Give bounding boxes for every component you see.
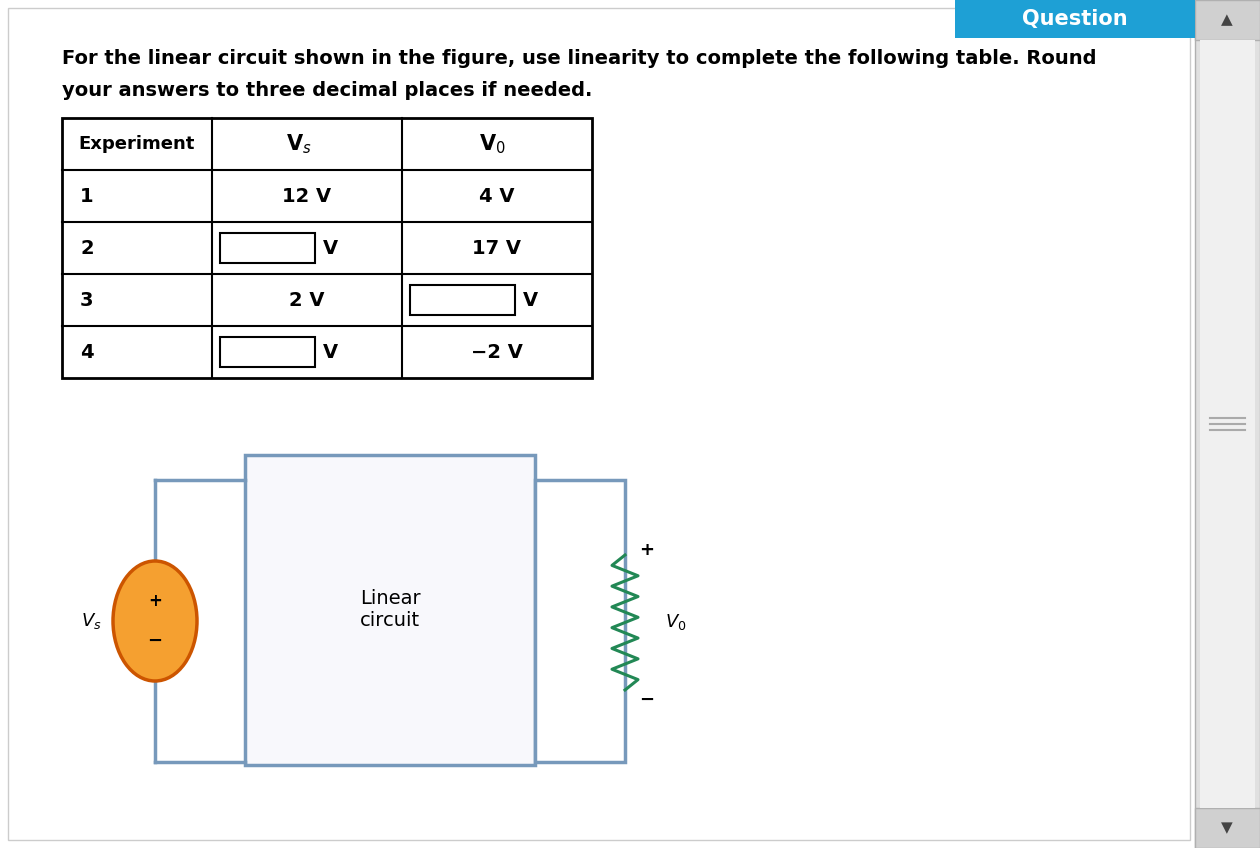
Bar bbox=[220, 337, 315, 367]
Text: 17 V: 17 V bbox=[472, 238, 522, 258]
Text: −2 V: −2 V bbox=[471, 343, 523, 361]
Text: +: + bbox=[149, 592, 163, 610]
Text: 2 V: 2 V bbox=[290, 291, 325, 310]
Bar bbox=[1194, 0, 1260, 40]
Text: $V_s$: $V_s$ bbox=[81, 611, 101, 631]
Bar bbox=[220, 233, 315, 263]
Text: ▲: ▲ bbox=[1221, 13, 1232, 27]
Bar bbox=[1200, 40, 1255, 808]
Text: 3: 3 bbox=[79, 291, 93, 310]
Text: ▼: ▼ bbox=[1221, 821, 1232, 835]
Text: V: V bbox=[523, 291, 538, 310]
Text: Question: Question bbox=[1022, 9, 1128, 29]
Bar bbox=[410, 285, 515, 315]
Text: Linear
circuit: Linear circuit bbox=[359, 589, 421, 631]
Text: V: V bbox=[323, 238, 338, 258]
Bar bbox=[244, 455, 536, 765]
Bar bbox=[62, 118, 592, 378]
Text: $V_0$: $V_0$ bbox=[665, 612, 687, 633]
Text: −: − bbox=[147, 632, 163, 650]
Text: 1: 1 bbox=[79, 187, 93, 205]
Text: 4 V: 4 V bbox=[479, 187, 515, 205]
Text: 2: 2 bbox=[79, 238, 93, 258]
Text: $\mathbf{V}_0$: $\mathbf{V}_0$ bbox=[479, 132, 505, 156]
Text: Experiment: Experiment bbox=[79, 135, 195, 153]
Text: 4: 4 bbox=[79, 343, 93, 361]
Bar bbox=[536, 480, 625, 762]
Bar bbox=[1194, 808, 1260, 848]
Text: For the linear circuit shown in the figure, use linearity to complete the follow: For the linear circuit shown in the figu… bbox=[62, 48, 1096, 68]
Text: your answers to three decimal places if needed.: your answers to three decimal places if … bbox=[62, 81, 592, 99]
Ellipse shape bbox=[113, 561, 197, 681]
Text: V: V bbox=[323, 343, 338, 361]
Text: $\mathbf{V}_s$: $\mathbf{V}_s$ bbox=[286, 132, 311, 156]
Bar bbox=[1194, 0, 1260, 848]
Text: +: + bbox=[640, 541, 654, 559]
Text: 12 V: 12 V bbox=[282, 187, 331, 205]
Bar bbox=[955, 0, 1194, 38]
Text: −: − bbox=[639, 691, 654, 709]
